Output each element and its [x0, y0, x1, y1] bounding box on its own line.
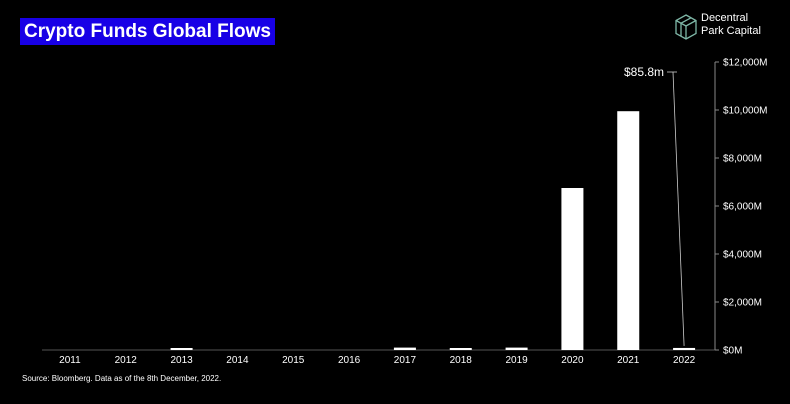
- bar-2018: [449, 348, 472, 350]
- y-tick-label: $2,000M: [723, 298, 762, 309]
- bar-2022: [673, 347, 696, 350]
- y-tick-label: $8,000M: [723, 154, 762, 165]
- x-tick-label: 2016: [338, 355, 361, 366]
- y-tick-label: $0M: [723, 346, 742, 357]
- y-tick-label: $4,000M: [723, 250, 762, 261]
- chart-title: Crypto Funds Global Flows: [20, 18, 275, 45]
- x-tick-label: 2011: [59, 355, 81, 366]
- bar-2019: [505, 347, 528, 350]
- annotation-label: $85.8m: [624, 65, 664, 79]
- x-tick-label: 2017: [394, 355, 417, 366]
- annotation-leader-line: [672, 71, 685, 346]
- x-tick-label: 2021: [617, 355, 640, 366]
- x-tick-label: 2012: [115, 355, 138, 366]
- cube-logo-icon: [675, 14, 697, 40]
- y-tick-label: $6,000M: [723, 202, 762, 213]
- x-tick-label: 2018: [450, 355, 473, 366]
- bar-2017: [393, 347, 416, 350]
- x-tick-label: 2015: [282, 355, 305, 366]
- x-tick-label: 2022: [673, 355, 696, 366]
- source-note: Source: Bloomberg. Data as of the 8th De…: [22, 374, 222, 383]
- bar-2020: [561, 188, 584, 350]
- x-tick-label: 2020: [561, 355, 584, 366]
- brand-logo: Decentral Park Capital: [675, 12, 785, 46]
- bar-2021: [617, 111, 640, 350]
- x-tick-label: 2019: [505, 355, 528, 366]
- brand-name-line1: Decentral: [701, 12, 749, 24]
- bar-2013: [170, 348, 193, 350]
- y-tick-label: $12,000M: [723, 58, 767, 69]
- x-tick-label: 2013: [170, 355, 193, 366]
- x-tick-label: 2014: [226, 355, 249, 366]
- brand-name-line2: Park Capital: [701, 25, 761, 37]
- y-tick-label: $10,000M: [723, 106, 767, 117]
